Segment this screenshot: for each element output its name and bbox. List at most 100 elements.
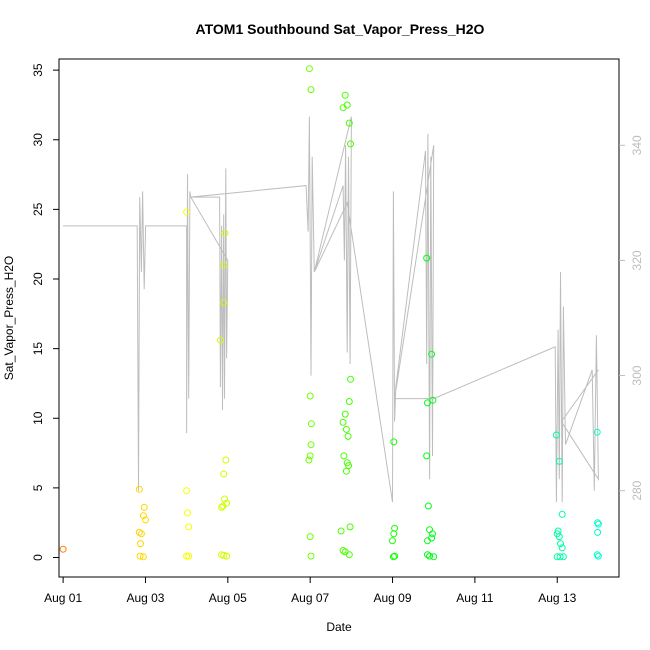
data-point xyxy=(221,229,229,237)
data-point xyxy=(305,456,313,464)
data-point xyxy=(223,499,231,507)
data-point xyxy=(593,428,601,436)
data-point xyxy=(223,552,231,560)
data-point xyxy=(389,537,396,545)
data-points xyxy=(59,65,602,561)
y-tick-label: 5 xyxy=(31,484,45,491)
data-point xyxy=(139,553,147,561)
data-point xyxy=(307,420,315,428)
data-point xyxy=(305,65,313,73)
y-axis-label: Sat_Vapor_Press_H2O xyxy=(2,256,16,381)
data-point xyxy=(222,456,230,464)
data-point xyxy=(347,140,354,148)
data-point xyxy=(344,432,352,440)
data-point xyxy=(220,470,228,478)
x-tick-label: Aug 03 xyxy=(126,591,164,605)
data-point xyxy=(345,398,353,405)
secondary-series-path xyxy=(63,116,599,503)
data-point xyxy=(345,551,353,559)
data-point xyxy=(220,551,228,559)
y-tick-label: 30 xyxy=(31,133,45,147)
data-point xyxy=(557,540,564,548)
data-point xyxy=(423,254,431,262)
x-axis: Aug 01 Aug 03 Aug 05 Aug 07 Aug 09 Aug 11 Aug … xyxy=(44,577,577,605)
data-point xyxy=(559,553,567,561)
x-tick-label: Aug 09 xyxy=(374,591,412,605)
x-axis-label: Date xyxy=(326,620,352,634)
data-point xyxy=(346,523,354,531)
data-point xyxy=(426,552,434,560)
secondary-series-line xyxy=(63,116,599,503)
data-point xyxy=(555,533,563,541)
data-point xyxy=(341,91,349,99)
y-tick-label: 0 xyxy=(31,554,45,561)
data-point xyxy=(135,485,143,493)
data-point xyxy=(342,467,350,475)
y-tick-label: 20 xyxy=(31,272,45,286)
x-tick-label: Aug 13 xyxy=(538,591,576,605)
chart-title: ATOM1 Southbound Sat_Vapor_Press_H2O xyxy=(196,21,485,37)
x-tick-label: Aug 07 xyxy=(291,591,329,605)
data-point xyxy=(347,375,354,383)
x-tick-label: Aug 01 xyxy=(44,591,82,605)
data-point xyxy=(552,431,560,439)
data-point xyxy=(136,552,144,560)
data-point xyxy=(390,438,398,446)
data-point xyxy=(424,399,431,407)
data-point xyxy=(306,452,314,460)
y2-tick-label: 280 xyxy=(630,480,644,500)
data-point xyxy=(430,553,438,561)
data-point xyxy=(306,392,314,400)
y2-tick-label: 340 xyxy=(630,135,644,155)
data-point xyxy=(220,299,228,307)
y2-tick-label: 300 xyxy=(630,365,644,385)
data-point xyxy=(337,527,345,535)
y2-tick-label: 320 xyxy=(630,250,644,270)
data-point xyxy=(142,516,149,524)
data-point xyxy=(306,533,314,541)
data-point xyxy=(183,552,191,560)
data-point xyxy=(185,552,193,560)
data-point xyxy=(139,512,147,520)
x-tick-label: Aug 11 xyxy=(456,591,493,605)
data-point xyxy=(423,452,431,460)
data-point xyxy=(340,452,348,460)
x-tick-label: Aug 05 xyxy=(209,591,247,605)
data-point xyxy=(593,551,601,559)
data-point xyxy=(391,552,399,560)
data-point xyxy=(220,261,228,269)
data-point xyxy=(307,552,315,560)
data-point xyxy=(140,503,148,511)
data-point xyxy=(137,530,145,538)
y-tick-label: 35 xyxy=(31,63,45,77)
y-tick-label: 15 xyxy=(31,342,45,356)
data-point xyxy=(183,487,191,495)
data-point xyxy=(428,534,436,542)
data-point xyxy=(556,553,564,561)
data-point xyxy=(558,544,566,552)
y2-axis: 280 300 320 340 xyxy=(619,135,644,501)
y-tick-label: 10 xyxy=(31,411,45,425)
data-point xyxy=(339,418,347,426)
data-point xyxy=(594,520,602,528)
y-tick-label: 25 xyxy=(31,202,45,216)
data-point xyxy=(307,441,315,449)
data-point xyxy=(345,119,353,127)
data-point xyxy=(342,425,350,433)
data-point xyxy=(218,503,226,511)
data-point xyxy=(555,457,563,465)
data-point xyxy=(558,510,566,518)
data-point xyxy=(59,545,67,553)
data-point xyxy=(183,208,191,216)
data-point xyxy=(424,502,432,510)
data-point xyxy=(594,528,602,536)
data-point xyxy=(184,509,191,517)
data-point xyxy=(389,553,397,561)
data-point xyxy=(594,552,602,560)
data-point xyxy=(390,530,398,538)
data-point xyxy=(426,526,434,534)
data-point xyxy=(221,495,228,503)
y-axis: 0 5 10 15 20 25 30 35 xyxy=(31,63,59,561)
plot-frame xyxy=(58,58,620,578)
data-point xyxy=(185,523,193,531)
